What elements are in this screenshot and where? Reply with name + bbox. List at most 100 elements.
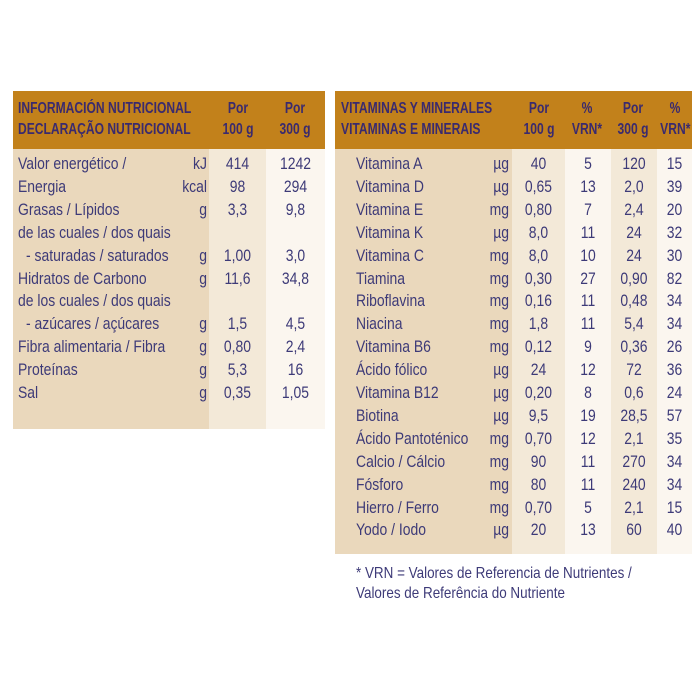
vitamins-label-column (335, 149, 512, 554)
vitamins-row-label: Vitamina D (356, 176, 424, 196)
vrn-footnote-pt: Valores de Referência do Nutriente (356, 585, 565, 602)
nutrition-title-pt: DECLARAÇÃO NUTRICIONAL (18, 121, 191, 138)
vitamins-row: Biotina µg 9,5 19 28,5 57 (335, 404, 692, 427)
nutrition-table: INFORMACIÓN NUTRICIONAL DECLARAÇÃO NUTRI… (13, 91, 325, 429)
vitamins-row-per100: 8,0 (528, 222, 549, 242)
vitamins-per100-column (512, 149, 565, 554)
nutrition-row-per300: 294 (283, 176, 308, 196)
col-per100-label: Por (528, 100, 550, 117)
vitamins-row: Vitamina A µg 40 5 120 15 (335, 152, 692, 175)
nutrition-row-per300: 3,0 (285, 245, 306, 265)
vitamins-row-label: Vitamina E (356, 199, 424, 219)
nutrition-row-label: Sal (18, 383, 39, 402)
vitamins-row-unit: mg (489, 314, 509, 334)
vitamins-row-vrn100: 11 (580, 474, 596, 494)
vitamins-row-label: Vitamina A (356, 154, 423, 173)
nutrition-row-per300: 1242 (279, 154, 312, 173)
vitamins-row-vrn100: 13 (580, 176, 596, 196)
col-vrn100-amount: VRN* (571, 121, 603, 138)
vitamins-row-unit: mg (489, 268, 509, 288)
nutrition-row-unit: kcal (182, 176, 207, 196)
vitamins-row-vrn300: 82 (666, 268, 683, 288)
vitamins-table: VITAMINAS Y MINERALES VITAMINAS E MINERA… (335, 91, 692, 554)
vitamins-row: Yodo / Iodo µg 20 13 60 40 (335, 518, 692, 541)
nutrition-row-per100: 3,3 (227, 199, 248, 219)
vitamins-row-vrn100: 19 (580, 405, 596, 425)
nutrition-row-label: Proteínas (18, 360, 78, 380)
vitamins-row-vrn300: 26 (666, 337, 683, 357)
nutrition-table-body: Valor energético / kJ 414 1242 Energia kcal 98… (13, 149, 325, 429)
vitamins-row-per100: 24 (530, 360, 547, 380)
nutrition-row-unit: g (199, 383, 207, 402)
vitamins-row: Riboflavina mg 0,16 11 0,48 34 (335, 289, 692, 312)
vitamins-row-vrn100: 11 (580, 314, 596, 334)
nutrition-row-per300: 34,8 (281, 268, 310, 288)
nutrition-row: Hidratos de Carbono g 11,6 34,8 (13, 267, 325, 290)
nutrition-row-per100: 11,6 (224, 268, 251, 288)
nutrition-row-per100: 1,5 (227, 314, 248, 334)
nutrition-row-per100: 0,35 (223, 383, 252, 402)
nutrition-row-label: Fibra alimentaria / Fibra (18, 337, 166, 357)
vrn-footnote: * VRN = Valores de Referencia de Nutrien… (356, 564, 684, 604)
vitamins-row-per100: 80 (530, 474, 547, 494)
vitamins-row-unit: µg (493, 383, 509, 402)
vitamins-row-unit: µg (493, 405, 509, 425)
vitamins-row: Vitamina K µg 8,0 11 24 32 (335, 221, 692, 244)
nutrition-row: Grasas / Lípidos g 3,3 9,8 (13, 198, 325, 221)
nutrition-row-per300: 4,5 (285, 314, 306, 334)
vitamins-row-per300: 28,5 (620, 405, 648, 425)
vitamins-row-unit: µg (493, 360, 509, 380)
nutrition-row: Proteínas g 5,3 16 (13, 358, 325, 381)
vitamins-row-per300: 120 (622, 154, 646, 173)
vitamins-row: Vitamina C mg 8,0 10 24 30 (335, 244, 692, 267)
nutrition-row-label: - azúcares / açúcares (26, 314, 160, 334)
vrn-footnote-es: * VRN = Valores de Referencia de Nutrien… (356, 565, 632, 582)
vitamins-title-pt: VITAMINAS E MINERAIS (341, 121, 481, 138)
col-per300-amount: 300 g (279, 121, 311, 138)
vitamins-row-label: Niacina (356, 314, 403, 334)
nutrition-row-label: de las cuales / dos quais (18, 222, 171, 242)
nutrition-row-per100: 1,00 (223, 245, 252, 265)
nutrition-row-unit: g (199, 360, 207, 380)
vitamins-row-per300: 0,6 (624, 383, 644, 402)
vitamins-row-label: Tiamina (356, 268, 406, 288)
vitamins-row-per300: 2,1 (624, 428, 644, 448)
col-per100-amount: 100 g (523, 121, 555, 138)
vitamins-row-unit: mg (489, 497, 509, 517)
vitamins-row-vrn100: 27 (580, 268, 596, 288)
vitamins-row-per100: 8,0 (528, 245, 549, 265)
vitamins-row-vrn100: 5 (584, 154, 592, 173)
nutrition-row: - saturadas / saturados g 1,00 3,0 (13, 244, 325, 267)
nutrition-table-header: INFORMACIÓN NUTRICIONAL DECLARAÇÃO NUTRI… (13, 91, 325, 149)
nutrition-row-unit: g (199, 337, 207, 357)
nutrition-row: de los cuales / dos quais (13, 289, 325, 312)
nutrition-row-label: Energia (18, 176, 67, 196)
nutrition-row-label: Valor energético / (18, 154, 127, 173)
nutrition-row-unit: g (199, 314, 207, 334)
nutrition-row-unit: g (199, 268, 207, 288)
vitamins-row-vrn300: 34 (666, 451, 683, 471)
vitamins-row-per300: 60 (626, 520, 642, 540)
vitamins-vrn300-column (657, 149, 692, 554)
vitamins-row-per100: 0,80 (524, 199, 553, 219)
vitamins-row-per100: 90 (530, 451, 547, 471)
vitamins-row-unit: µg (493, 176, 509, 196)
vitamins-row-per300: 5,4 (624, 314, 644, 334)
col-vrn100-label: % (581, 100, 593, 117)
vitamins-row-vrn100: 8 (584, 383, 592, 402)
vitamins-row-label: Vitamina C (356, 245, 424, 265)
vitamins-row-unit: mg (489, 291, 509, 311)
vitamins-row-vrn300: 32 (666, 222, 683, 242)
vitamins-row-vrn300: 57 (666, 405, 683, 425)
vitamins-row: Tiamina mg 0,30 27 0,90 82 (335, 267, 692, 290)
vitamins-row-vrn100: 7 (584, 199, 592, 219)
nutrition-row-label: - saturadas / saturados (26, 245, 169, 265)
vitamins-row-per100: 1,8 (528, 314, 549, 334)
vitamins-row: Fósforo mg 80 11 240 34 (335, 473, 692, 496)
vitamins-row-vrn100: 11 (580, 451, 596, 471)
nutrition-row-per300: 2,4 (285, 337, 306, 357)
nutrition-row-label: Hidratos de Carbono (18, 268, 147, 288)
vitamins-row-per100: 0,16 (524, 291, 553, 311)
vitamins-row-vrn300: 30 (666, 245, 683, 265)
vitamins-row-label: Hierro / Ferro (356, 497, 439, 517)
